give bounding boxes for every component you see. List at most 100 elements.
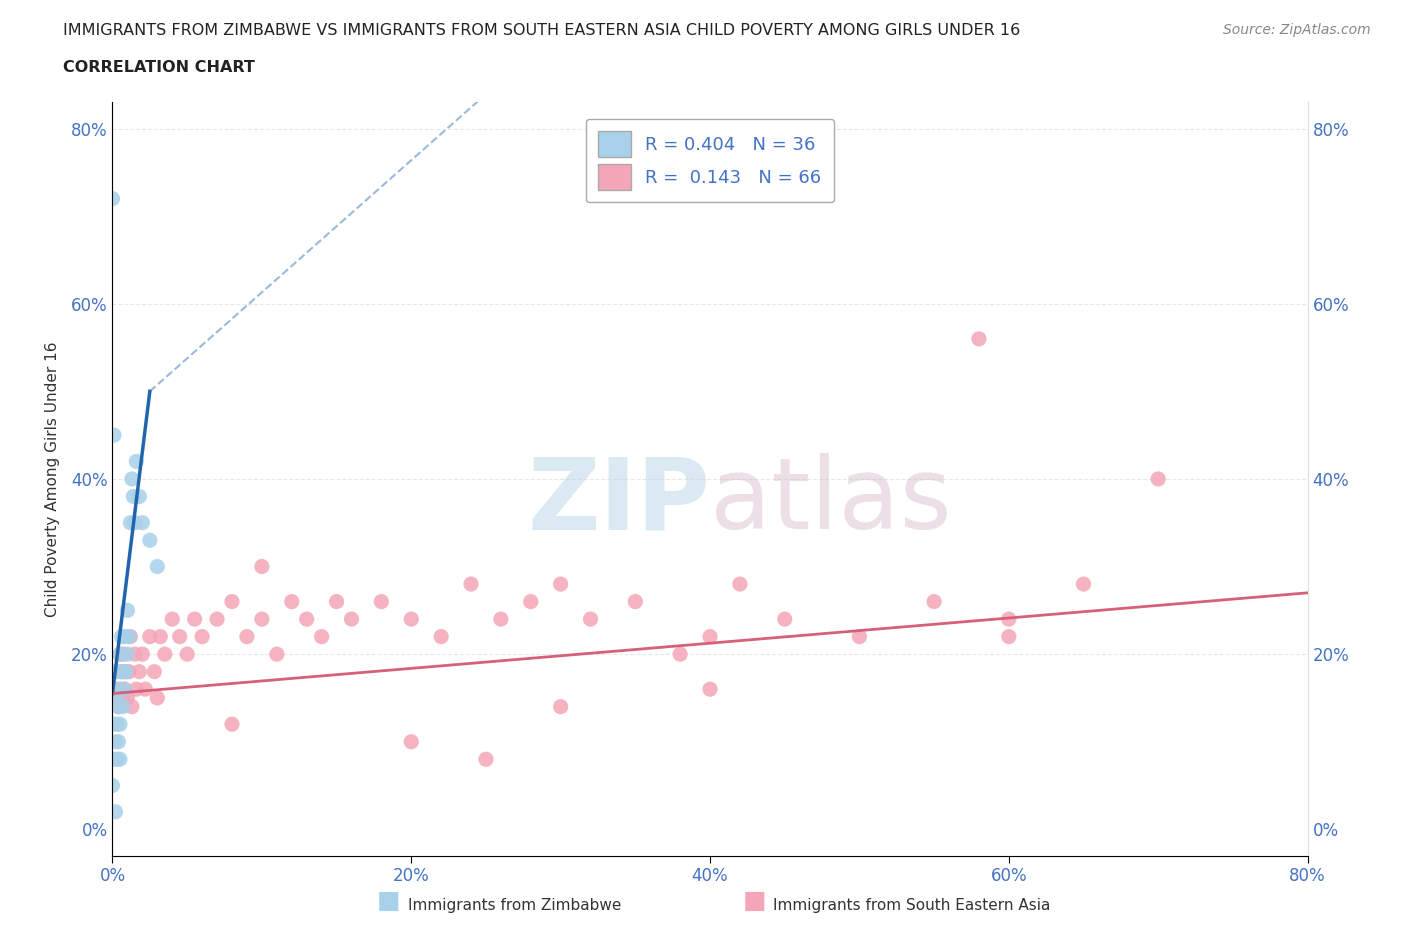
Text: CORRELATION CHART: CORRELATION CHART [63,60,254,75]
Point [205,612,228,627]
Point [101,778,124,793]
Point [124,646,146,661]
Point [114,630,135,644]
Point [998,612,1021,627]
Point [967,331,990,346]
Point [108,717,131,732]
Point [103,751,125,766]
Point [281,594,304,609]
Point [121,472,143,486]
Point [295,612,318,627]
Point [111,690,134,705]
Point [128,664,150,679]
Point [117,603,139,618]
Point [110,664,132,679]
Point [773,612,796,627]
Point [520,594,543,609]
Point [115,664,138,679]
Point [108,646,131,661]
Point [125,454,148,469]
Point [221,717,243,732]
Point [149,630,172,644]
Point [401,735,423,750]
Point [162,612,183,627]
Point [146,690,169,705]
Point [105,682,128,697]
Point [728,577,751,591]
Point [146,559,169,574]
Point [624,594,647,609]
Point [124,515,146,530]
Point [117,646,139,661]
Point [370,594,392,609]
Point [108,751,131,766]
Point [153,646,176,661]
Point [105,664,128,679]
Point [191,630,214,644]
Point [107,699,129,714]
Point [101,690,124,705]
Point [669,646,692,661]
Point [125,682,148,697]
Point [118,664,141,679]
Point [139,533,162,548]
Point [105,751,128,766]
Point [120,515,142,530]
Text: ZIP: ZIP [527,453,710,550]
Point [118,630,141,644]
Point [475,751,498,766]
Point [104,735,127,750]
Point [110,630,132,644]
Point [550,699,572,714]
Point [115,664,138,679]
Point [139,630,162,644]
Text: ■: ■ [742,889,766,913]
Point [922,594,945,609]
Point [117,690,139,705]
Text: Immigrants from Zimbabwe: Immigrants from Zimbabwe [408,898,621,913]
Point [122,489,145,504]
Point [401,612,423,627]
Text: IMMIGRANTS FROM ZIMBABWE VS IMMIGRANTS FROM SOUTH EASTERN ASIA CHILD POVERTY AMO: IMMIGRANTS FROM ZIMBABWE VS IMMIGRANTS F… [63,23,1021,38]
Point [250,612,273,627]
Point [221,594,243,609]
Point [998,630,1021,644]
Point [108,682,131,697]
Point [1073,577,1095,591]
Point [460,577,482,591]
Legend: R = 0.404   N = 36, R =  0.143   N = 66: R = 0.404 N = 36, R = 0.143 N = 66 [586,119,834,203]
Point [430,630,453,644]
Point [128,489,150,504]
Point [111,664,134,679]
Point [550,577,572,591]
Point [111,646,134,661]
Point [848,630,870,644]
Point [169,630,191,644]
Point [107,735,129,750]
Point [183,612,205,627]
Point [250,559,273,574]
Point [120,630,142,644]
Point [579,612,602,627]
Point [134,682,156,697]
Text: atlas: atlas [710,453,952,550]
Point [1147,472,1170,486]
Point [103,428,125,443]
Point [114,682,135,697]
Point [325,594,347,609]
Point [699,682,721,697]
Text: ■: ■ [377,889,401,913]
Point [111,699,134,714]
Point [340,612,363,627]
Text: Source: ZipAtlas.com: Source: ZipAtlas.com [1223,23,1371,37]
Point [110,664,132,679]
Point [266,646,288,661]
Point [143,664,166,679]
Text: Immigrants from South Eastern Asia: Immigrants from South Eastern Asia [773,898,1050,913]
Point [114,682,135,697]
Point [107,699,129,714]
Point [699,630,721,644]
Point [103,717,125,732]
Point [104,690,127,705]
Point [236,630,259,644]
